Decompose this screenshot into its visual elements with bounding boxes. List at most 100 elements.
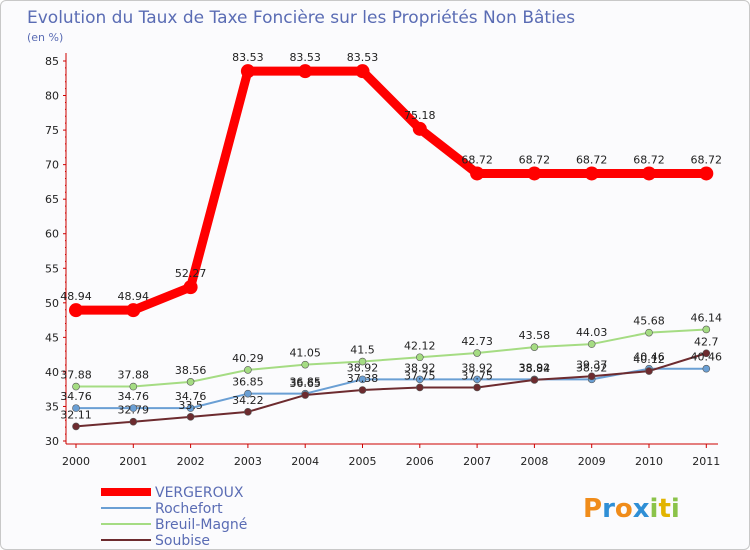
data-label: 43.58	[519, 329, 551, 342]
data-point	[69, 303, 83, 318]
data-point	[584, 166, 599, 181]
y-tick-label: 85	[45, 55, 59, 68]
data-label: 34.76	[175, 390, 207, 403]
logo-letter: r	[602, 494, 615, 524]
data-point	[301, 360, 310, 369]
data-label: 38.92	[576, 361, 608, 374]
legend-label: Soubise	[155, 533, 210, 549]
logo-letter: x	[633, 494, 650, 524]
data-label: 40.29	[232, 352, 264, 365]
data-label: 37.88	[118, 369, 150, 382]
data-point	[301, 391, 310, 399]
data-point	[126, 303, 141, 318]
data-point	[244, 389, 252, 398]
data-label: 75.18	[404, 109, 436, 122]
data-point	[415, 353, 424, 362]
y-tick-label: 70	[45, 159, 59, 172]
data-point	[702, 349, 711, 358]
data-label: 38.92	[404, 361, 436, 374]
data-point	[527, 166, 542, 181]
data-label: 40.46	[633, 351, 665, 364]
data-point	[240, 64, 255, 79]
data-point	[473, 383, 481, 392]
data-label: 32.79	[118, 404, 150, 417]
data-point	[355, 64, 370, 79]
legend-label: Rochefort	[155, 501, 223, 517]
data-point	[186, 404, 195, 412]
data-point	[645, 367, 653, 375]
y-tick-label: 30	[45, 435, 59, 448]
data-label: 39.37	[576, 358, 608, 371]
data-point	[244, 408, 252, 416]
data-label: 34.22	[232, 394, 264, 407]
data-point	[587, 340, 596, 348]
y-tick-label: 35	[45, 400, 59, 413]
data-point	[699, 166, 714, 181]
series-line-rochefort	[75, 367, 708, 410]
data-label: 40.12	[633, 353, 665, 366]
data-label: 37.75	[461, 369, 493, 382]
data-label: 41.05	[289, 347, 321, 360]
data-point	[129, 417, 138, 426]
x-tick-label: 2004	[291, 455, 319, 468]
logo-letter: P	[583, 494, 602, 524]
logo-letter: i	[650, 494, 659, 524]
data-label: 68.72	[461, 153, 493, 166]
data-label: 68.72	[633, 153, 665, 166]
y-tick-label: 60	[45, 228, 59, 241]
data-label: 38.56	[175, 364, 207, 377]
data-point	[186, 413, 195, 421]
plot-area: 48.94 48.94 52.27 83.53 83.53 83.53 75.18 68.72…	[60, 51, 723, 431]
data-label: 41.5	[350, 344, 375, 357]
logo-letter: o	[615, 494, 633, 524]
x-tick-label: 2011	[692, 455, 720, 468]
x-tick-label: 2008	[520, 455, 548, 468]
data-label: 33.5	[178, 399, 203, 412]
series-line-breuil-magn-	[75, 328, 708, 388]
data-point	[72, 422, 80, 431]
x-tick-label: 2006	[406, 455, 434, 468]
data-label: 52.27	[175, 267, 207, 280]
series-line-vergeroux	[71, 66, 711, 315]
x-tick-label: 2010	[635, 455, 663, 468]
data-point	[72, 404, 80, 412]
data-label: 83.53	[289, 51, 321, 64]
legend-label: Breuil-Magné	[155, 517, 247, 533]
y-tick-label: 65	[45, 193, 59, 206]
data-point	[183, 280, 198, 295]
legend-label: VERGEROUX	[155, 485, 244, 501]
data-label: 34.76	[118, 390, 150, 403]
data-label: 68.72	[691, 153, 723, 166]
data-point	[702, 325, 711, 334]
axes: 30 35 40 45 50 55 60 65 70 75 80 85 2000 2001 2002 2003…	[45, 53, 720, 468]
data-point	[530, 376, 539, 384]
data-label: 32.11	[60, 408, 92, 421]
data-point	[473, 349, 481, 357]
y-tick-label: 40	[45, 366, 59, 379]
x-tick-label: 2009	[578, 455, 606, 468]
data-point	[358, 357, 367, 366]
data-label: 36.85	[232, 376, 264, 389]
data-point	[587, 372, 596, 381]
y-tick-label: 50	[45, 297, 59, 310]
data-point	[473, 375, 481, 384]
x-tick-label: 2002	[177, 455, 205, 468]
data-label: 37.38	[347, 372, 379, 385]
data-point	[358, 375, 367, 384]
data-label: 45.68	[633, 315, 665, 328]
data-point	[412, 121, 427, 136]
data-point	[415, 383, 424, 392]
data-label: 42.12	[404, 339, 436, 352]
x-tick-label: 2007	[463, 455, 491, 468]
x-tick-label: 2005	[349, 455, 377, 468]
chart-subtitle: (en %)	[27, 31, 63, 44]
data-label: 38.92	[347, 361, 379, 374]
data-label: 38.92	[461, 361, 493, 374]
data-label: 36.65	[289, 377, 321, 390]
y-tick-label: 45	[45, 331, 59, 344]
data-label: 36.85	[289, 376, 321, 389]
data-point	[530, 343, 539, 351]
data-label: 42.73	[461, 335, 493, 348]
